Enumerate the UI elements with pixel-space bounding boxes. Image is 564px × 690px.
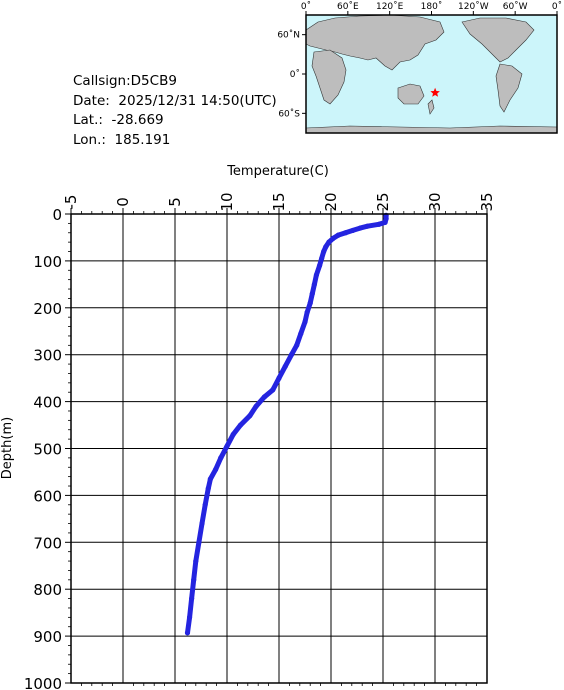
- map-lat-label: 0˚: [290, 69, 300, 80]
- data-point: [224, 443, 230, 449]
- x-tick-label: 35: [478, 192, 496, 211]
- data-point: [350, 227, 356, 234]
- data-point: [376, 221, 382, 227]
- y-tick-label: 1000: [24, 675, 62, 690]
- data-point: [189, 595, 195, 602]
- y-tick-label: 600: [33, 487, 62, 505]
- y-tick-label: 700: [33, 534, 62, 552]
- data-point: [330, 235, 336, 241]
- x-tick-label: 30: [426, 192, 444, 211]
- y-tick-label: 300: [33, 347, 62, 365]
- data-point: [342, 230, 349, 236]
- data-point: [193, 558, 199, 564]
- x-tick-label: -5: [62, 195, 80, 210]
- map-lat-label: 60˚N: [277, 30, 300, 41]
- data-point: [316, 262, 323, 269]
- data-point: [196, 539, 202, 545]
- x-tick-labels: -5 0 5 10 15 20 25 30 35: [62, 192, 496, 211]
- latitude-text: Lat.: -28.669: [73, 112, 164, 128]
- x-axis-title: Temperature(C): [226, 164, 329, 179]
- data-point: [382, 219, 388, 226]
- x-tick-label: 15: [270, 192, 288, 211]
- data-point: [207, 476, 213, 482]
- y-tick-label: 0: [52, 206, 62, 224]
- land-north-america: [461, 17, 535, 63]
- x-tick-label: 25: [374, 192, 392, 211]
- map-lon-label: 0˚: [552, 1, 562, 12]
- data-point: [237, 422, 244, 428]
- data-point: [383, 216, 389, 222]
- data-point: [309, 291, 315, 297]
- data-point: [364, 223, 370, 229]
- callsign-text: Callsign:D5CB9: [73, 73, 177, 89]
- data-point: [199, 520, 205, 527]
- data-point: [184, 630, 191, 636]
- map-lon-label: 60˚W: [503, 1, 528, 12]
- data-point: [247, 413, 253, 419]
- chart-ticks: [65, 208, 488, 686]
- data-series: [184, 212, 389, 636]
- data-point: [294, 342, 300, 348]
- x-tick-label: 0: [114, 197, 132, 207]
- data-point: [307, 300, 313, 306]
- y-axis-title: Depth(m): [0, 417, 15, 479]
- data-point: [321, 248, 327, 255]
- land-africa: [311, 49, 347, 105]
- land-australia: [397, 83, 425, 105]
- data-point: [270, 387, 276, 393]
- data-point: [304, 309, 310, 316]
- map-lon-label: 120˚E: [376, 1, 404, 12]
- profile-info: Callsign:D5CB9 Date: 2025/12/31 14:50(UT…: [73, 72, 277, 150]
- data-point: [261, 394, 268, 400]
- data-point: [319, 255, 325, 262]
- map-lat-label: 60˚S: [278, 108, 300, 119]
- y-tick-label: 800: [33, 581, 62, 599]
- map-lon-label: 0˚: [301, 1, 311, 12]
- y-tick-labels: 0 100 200 300 400 500 600 700 800 900 1000: [24, 206, 62, 690]
- map-labels: 0˚ 60˚E 120˚E 180˚ 120˚W 60˚W 0˚ 60˚N 0˚ 60˚S: [277, 1, 562, 119]
- data-point: [311, 281, 317, 287]
- land-south-america: [495, 63, 523, 113]
- date-text: Date: 2025/12/31 14:50(UTC): [73, 92, 277, 109]
- data-point: [288, 352, 295, 358]
- data-point: [302, 319, 308, 325]
- data-point: [191, 577, 197, 583]
- temperature-profile-line: [185, 212, 389, 636]
- x-tick-label: 10: [218, 192, 236, 211]
- y-tick-label: 400: [33, 394, 62, 412]
- data-point: [186, 614, 193, 620]
- map-lon-label: 120˚W: [458, 1, 489, 12]
- data-point: [282, 363, 288, 370]
- y-tick-label: 100: [33, 253, 62, 271]
- data-point: [218, 455, 224, 461]
- longitude-text: Lon.: 185.191: [73, 131, 171, 148]
- x-tick-label: 5: [166, 197, 184, 207]
- map-lon-label: 60˚E: [337, 1, 359, 12]
- chart-grid: [71, 214, 487, 683]
- map-land: [305, 14, 558, 134]
- data-point: [357, 225, 363, 231]
- data-point: [202, 502, 208, 508]
- data-point: [383, 212, 389, 219]
- data-point: [326, 239, 332, 245]
- location-map: 0˚ 60˚E 120˚E 180˚ 120˚W 60˚W 0˚ 60˚N 0˚ 60˚S: [277, 1, 562, 134]
- data-point: [205, 485, 211, 491]
- data-point: [335, 232, 341, 238]
- data-point: [230, 431, 236, 438]
- plot-frame: [70, 213, 488, 684]
- location-marker-star: [430, 87, 440, 97]
- y-tick-label: 200: [33, 300, 62, 318]
- land-new-zealand: [427, 99, 435, 115]
- data-point: [298, 330, 304, 337]
- data-point: [212, 467, 219, 473]
- map-lon-label: 180˚: [421, 1, 443, 12]
- data-point: [323, 244, 329, 250]
- data-point: [253, 403, 259, 409]
- y-tick-label: 500: [33, 441, 62, 459]
- data-point: [313, 272, 320, 278]
- map-ticks: [302, 11, 558, 114]
- data-point: [276, 375, 282, 381]
- x-tick-label: 20: [322, 192, 340, 211]
- y-tick-label: 900: [33, 628, 62, 646]
